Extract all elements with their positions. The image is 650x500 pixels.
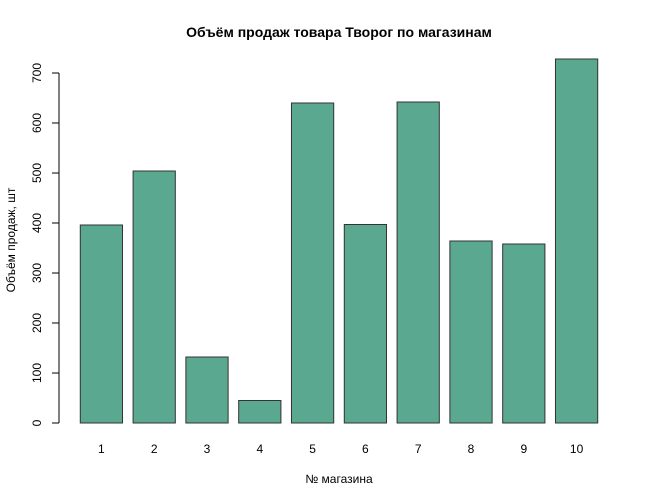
bar-5	[290, 102, 335, 424]
x-tick-label: 3	[204, 442, 211, 456]
bar-7	[396, 101, 440, 424]
bar-3	[185, 356, 229, 424]
y-tick-label: 0	[30, 419, 44, 426]
y-tick-label: 300	[30, 263, 44, 283]
y-tick-label: 100	[30, 363, 44, 383]
x-tick-label: 2	[151, 442, 158, 456]
x-tick-label: 5	[309, 442, 316, 456]
y-tick-label: 200	[30, 313, 44, 333]
bar-1	[79, 224, 124, 424]
y-tick-label: 400	[30, 213, 44, 233]
bar-4	[238, 400, 282, 424]
x-tick-label: 10	[570, 442, 584, 456]
bar-10	[554, 58, 599, 424]
chart-title: Объём продаж товара Творог по магазинам	[186, 24, 492, 40]
x-tick-label: 9	[520, 442, 527, 456]
bar-8	[449, 240, 493, 424]
y-tick-label: 700	[30, 63, 44, 83]
x-tick-labels: 1 2 3 4 5 6 7 8 9 10	[98, 442, 584, 456]
bar-9	[502, 243, 546, 424]
x-axis-label: № магазина	[305, 472, 373, 486]
bars-group	[79, 58, 599, 424]
y-tick-label: 600	[30, 113, 44, 133]
x-tick-label: 4	[256, 442, 263, 456]
x-tick-label: 8	[468, 442, 475, 456]
y-axis: 0 100 200 300 400 500 600 700	[30, 63, 60, 426]
x-tick-label: 6	[362, 442, 369, 456]
y-tick-label: 500	[30, 163, 44, 183]
bar-6	[343, 224, 388, 424]
y-axis-label: Объём продаж, шт	[4, 187, 18, 292]
bar-2	[132, 170, 176, 424]
x-tick-label: 1	[98, 442, 105, 456]
x-tick-label: 7	[415, 442, 422, 456]
